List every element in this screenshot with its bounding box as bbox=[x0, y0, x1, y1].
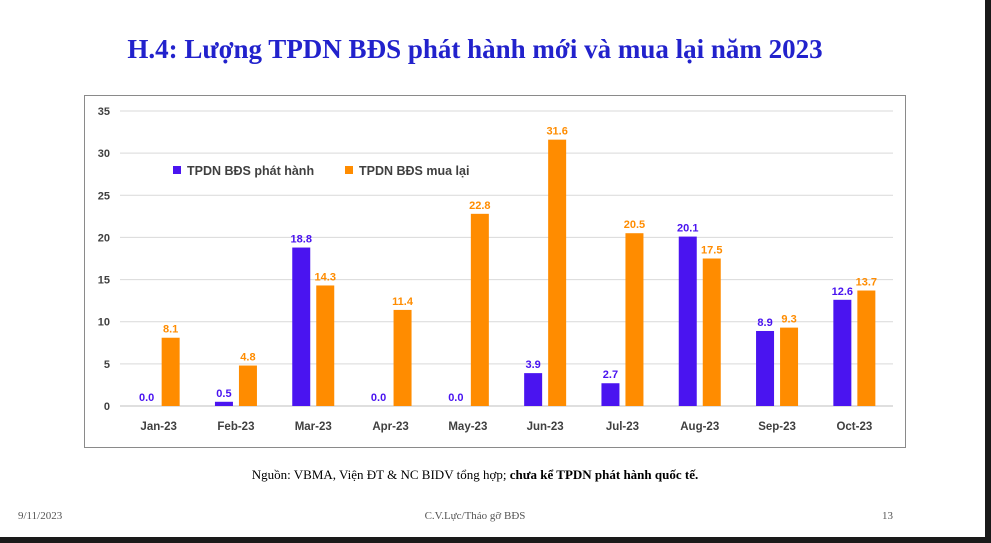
bar-issued bbox=[524, 373, 543, 406]
data-label-issued: 0.0 bbox=[371, 392, 386, 404]
y-tick-label: 15 bbox=[98, 275, 110, 287]
data-label-repurchased: 8.1 bbox=[163, 324, 178, 336]
source-text: Nguồn: VBMA, Viện ĐT & NC BIDV tổng hợp; bbox=[251, 467, 510, 482]
data-label-repurchased: 20.5 bbox=[624, 219, 645, 231]
data-label-issued: 0.5 bbox=[216, 388, 231, 400]
source-note: Nguồn: VBMA, Viện ĐT & NC BIDV tổng hợp;… bbox=[0, 467, 950, 483]
legend-swatch-issued bbox=[173, 166, 181, 174]
footer-page-number: 13 bbox=[882, 510, 893, 522]
data-label-repurchased: 17.5 bbox=[701, 245, 722, 257]
data-label-issued: 0.0 bbox=[139, 392, 154, 404]
bar-issued bbox=[756, 330, 775, 406]
data-label-repurchased: 22.8 bbox=[469, 200, 490, 212]
data-label-repurchased: 31.6 bbox=[546, 126, 567, 138]
bar-repurchased bbox=[548, 139, 567, 406]
bar-repurchased bbox=[238, 365, 257, 406]
data-label-repurchased: 4.8 bbox=[240, 352, 255, 364]
y-tick-label: 25 bbox=[98, 190, 110, 202]
bar-repurchased bbox=[161, 337, 180, 406]
slide-bottom-border bbox=[0, 537, 991, 543]
slide-title: H.4: Lượng TPDN BĐS phát hành mới và mua… bbox=[127, 34, 823, 64]
x-tick-label: Apr-23 bbox=[372, 421, 408, 433]
data-label-repurchased: 14.3 bbox=[315, 271, 336, 283]
y-tick-label: 10 bbox=[98, 317, 110, 329]
data-label-repurchased: 9.3 bbox=[781, 314, 796, 326]
bar-repurchased bbox=[857, 290, 876, 406]
bar-issued bbox=[678, 236, 697, 406]
bar-repurchased bbox=[470, 213, 489, 406]
bar-repurchased bbox=[316, 285, 335, 406]
x-tick-label: Jul-23 bbox=[606, 421, 639, 433]
bar-chart: 0 5 10 15 20 25 30 35 0.0 8.1 Jan-23 0.5 4.8 Feb-23 18… bbox=[98, 106, 893, 433]
y-tick-label: 5 bbox=[104, 359, 110, 371]
data-label-issued: 3.9 bbox=[526, 359, 541, 371]
x-tick-label: Sep-23 bbox=[758, 421, 796, 433]
bar-issued bbox=[601, 383, 620, 406]
legend-label-issued: TPDN BĐS phát hành bbox=[187, 164, 314, 178]
data-label-issued: 12.6 bbox=[832, 286, 853, 298]
data-label-issued: 18.8 bbox=[291, 234, 312, 246]
x-tick-label: Jan-23 bbox=[140, 421, 176, 433]
chart-frame: 0 5 10 15 20 25 30 35 0.0 8.1 Jan-23 0.5 4.8 Feb-23 18… bbox=[84, 95, 906, 448]
data-label-repurchased: 11.4 bbox=[392, 296, 414, 308]
x-tick-label: Aug-23 bbox=[680, 421, 719, 433]
bar-repurchased bbox=[780, 327, 799, 406]
slide-right-border bbox=[985, 0, 991, 543]
x-tick-label: Jun-23 bbox=[527, 421, 564, 433]
legend-swatch-repurchased bbox=[345, 166, 353, 174]
footer-date: 9/11/2023 bbox=[18, 510, 63, 522]
data-label-repurchased: 13.7 bbox=[856, 277, 877, 289]
source-bold-note: chưa kể TPDN phát hành quốc tế. bbox=[509, 467, 699, 482]
bar-issued bbox=[292, 247, 311, 406]
data-label-issued: 20.1 bbox=[677, 223, 698, 235]
bar-issued bbox=[833, 299, 852, 406]
data-label-issued: 8.9 bbox=[757, 317, 772, 329]
x-tick-label: Oct-23 bbox=[836, 421, 872, 433]
y-tick-label: 30 bbox=[98, 148, 110, 160]
y-tick-label: 20 bbox=[98, 232, 110, 244]
bar-issued bbox=[214, 401, 233, 406]
bar-repurchased bbox=[625, 233, 644, 406]
bar-repurchased bbox=[393, 309, 412, 406]
footer-center: C.V.Lực/Tháo gỡ BĐS bbox=[424, 510, 526, 522]
legend-label-repurchased: TPDN BĐS mua lại bbox=[359, 164, 469, 178]
y-tick-label: 35 bbox=[98, 106, 110, 118]
data-label-issued: 2.7 bbox=[603, 369, 618, 381]
bar-repurchased bbox=[702, 258, 721, 406]
x-tick-label: Mar-23 bbox=[295, 421, 332, 433]
data-label-issued: 0.0 bbox=[448, 392, 463, 404]
x-tick-label: Feb-23 bbox=[217, 421, 254, 433]
y-tick-label: 0 bbox=[104, 401, 110, 413]
x-tick-label: May-23 bbox=[448, 421, 487, 433]
